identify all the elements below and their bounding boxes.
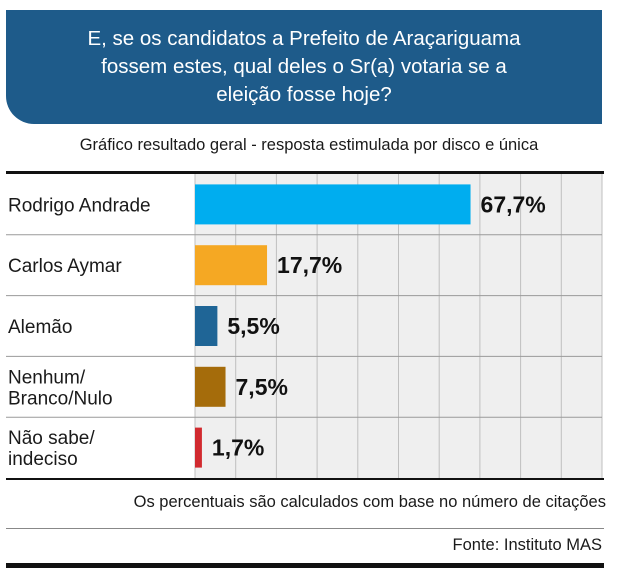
- category-label: Carlos Aymar: [8, 256, 122, 277]
- question-title: E, se os candidatos a Prefeito de Araçar…: [87, 27, 521, 106]
- bar: [195, 184, 471, 225]
- category-label: Nenhum/Branco/Nulo: [8, 367, 113, 409]
- bar: [195, 306, 218, 346]
- bar: [195, 366, 226, 407]
- chart-bottom-rule: [6, 478, 604, 480]
- value-label: 17,7%: [277, 252, 342, 278]
- value-label: 1,7%: [212, 435, 264, 461]
- top-rule: [6, 171, 604, 174]
- question-banner: E, se os candidatos a Prefeito de Araçar…: [6, 10, 602, 124]
- value-label: 7,5%: [236, 374, 288, 400]
- value-label: 5,5%: [227, 313, 279, 339]
- source-rule: [6, 528, 604, 529]
- category-label: Não sabe/indeciso: [8, 428, 95, 470]
- category-label: Rodrigo Andrade: [8, 195, 151, 216]
- value-label: 67,7%: [481, 191, 546, 217]
- chart-subtitle: Gráfico resultado geral - resposta estim…: [79, 136, 539, 154]
- footnote: Os percentuais são calculados com base n…: [133, 493, 606, 511]
- category-label: Alemão: [8, 317, 72, 338]
- bottom-rule: [6, 563, 604, 568]
- bar: [195, 245, 268, 286]
- source-credit: Fonte: Instituto MAS: [452, 536, 602, 554]
- bar: [195, 427, 202, 468]
